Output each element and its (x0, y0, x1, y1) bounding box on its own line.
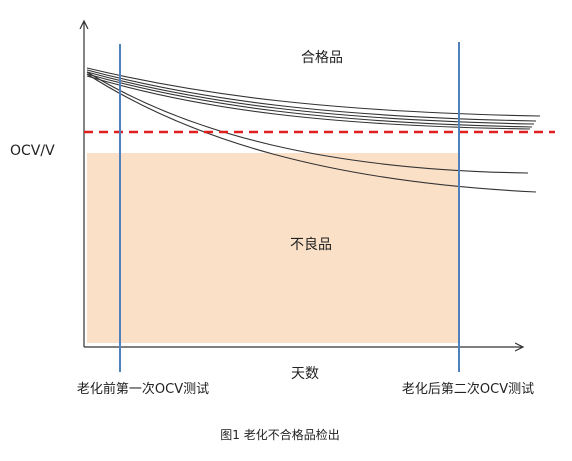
ocv-curves (86, 67, 541, 193)
x-axis-label: 天数 (291, 366, 319, 382)
fail-region (87, 153, 458, 343)
ocv-curve-2 (86, 69, 537, 122)
pass-region-label: 合格品 (301, 50, 343, 66)
ocv-curve-4 (86, 73, 533, 128)
first-test-label: 老化前第一次OCV测试 (77, 381, 209, 397)
ocv-curve-3 (86, 71, 535, 125)
ocv-curve-fail-1 (86, 71, 529, 174)
figure-caption: 图1 老化不合格品检出 (220, 427, 339, 442)
y-axis-label: OCV/V (10, 143, 55, 159)
fail-region-label: 不良品 (290, 237, 332, 253)
ocv-curve-fail-2 (86, 73, 537, 193)
second-test-label: 老化后第二次OCV测试 (402, 381, 534, 397)
ocv-curve-5 (86, 75, 531, 130)
